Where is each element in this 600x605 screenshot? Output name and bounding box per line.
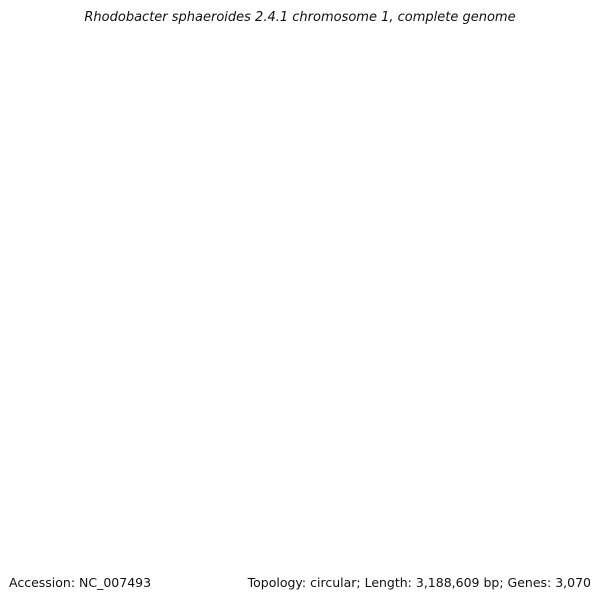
map-title: Rhodobacter sphaeroides 2.4.1 chromosome… <box>84 10 516 25</box>
accession-text: Accession: NC_007493 <box>9 575 152 590</box>
topology-text: Topology: circular; Length: 3,188,609 bp… <box>247 575 591 590</box>
